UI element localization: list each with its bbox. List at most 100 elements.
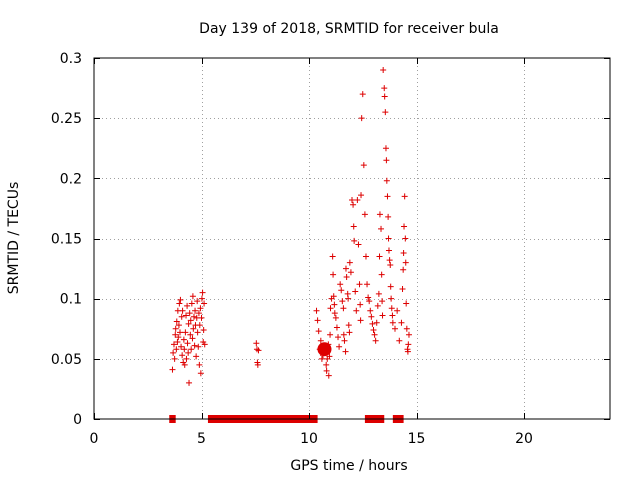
data-point — [172, 325, 179, 332]
data-point — [189, 335, 196, 342]
data-point — [331, 301, 338, 308]
data-point — [345, 322, 352, 329]
data-point — [374, 302, 381, 309]
data-point — [403, 300, 410, 307]
data-point — [186, 379, 193, 386]
data-point — [181, 346, 188, 353]
data-point — [365, 294, 372, 301]
data-point — [253, 346, 260, 353]
data-point — [360, 162, 367, 169]
data-point — [175, 322, 182, 329]
data-point — [373, 319, 380, 326]
data-point — [402, 235, 409, 242]
data-point — [326, 353, 333, 360]
data-point — [343, 274, 350, 281]
data-point — [335, 334, 342, 341]
data-point — [327, 305, 334, 312]
data-point — [187, 331, 194, 338]
data-point — [172, 331, 179, 338]
x-axis-label: GPS time / hours — [290, 458, 407, 474]
data-point — [338, 287, 345, 294]
data-point — [398, 319, 405, 326]
data-point — [190, 313, 197, 320]
data-point — [196, 322, 203, 329]
data-point — [354, 196, 361, 203]
data-point — [340, 305, 347, 312]
data-point — [340, 331, 347, 338]
data-point — [352, 288, 359, 295]
grid-lines — [94, 58, 610, 419]
data-point — [388, 305, 395, 312]
data-point — [336, 343, 343, 350]
data-point — [372, 337, 379, 344]
data-point — [351, 237, 358, 244]
data-point — [182, 329, 189, 336]
data-point — [176, 300, 183, 307]
plot-frame — [93, 57, 611, 420]
data-point — [392, 325, 398, 332]
data-point — [378, 271, 385, 278]
data-point — [362, 253, 369, 260]
y-tick-label: 0.3 — [60, 51, 82, 67]
data-point — [317, 337, 324, 344]
data-point — [173, 346, 180, 353]
data-point — [313, 307, 320, 314]
data-point — [364, 281, 371, 288]
data-point — [178, 313, 185, 320]
data-point — [384, 193, 391, 200]
data-point — [346, 259, 353, 266]
data-point — [382, 109, 389, 116]
data-point — [403, 325, 410, 332]
y-tick-label: 0 — [73, 412, 82, 428]
data-point — [355, 241, 362, 248]
data-point — [183, 355, 190, 362]
data-point — [183, 312, 190, 319]
data-point — [381, 85, 388, 92]
data-point — [192, 307, 199, 314]
data-point — [385, 247, 392, 254]
data-point — [195, 310, 202, 317]
data-point — [400, 266, 407, 273]
data-point — [254, 361, 261, 368]
data-point — [389, 312, 396, 319]
data-point — [401, 193, 408, 200]
data-point — [405, 331, 412, 338]
data-point — [358, 115, 365, 122]
data-point — [379, 298, 386, 305]
data-point — [347, 269, 354, 276]
data-point — [193, 353, 200, 360]
data-point — [368, 313, 375, 320]
data-point — [185, 320, 192, 327]
data-point — [381, 93, 388, 100]
y-axis-label: SRMTID / TECUs — [6, 182, 22, 295]
data-point — [174, 338, 181, 345]
data-point — [379, 312, 386, 319]
data-point — [325, 372, 332, 379]
y-tick-label: 0.1 — [60, 292, 82, 308]
data-point — [184, 340, 191, 347]
data-point — [371, 331, 378, 338]
data-point — [333, 324, 340, 331]
data-points — [169, 67, 412, 386]
data-point — [342, 348, 349, 355]
data-point — [330, 271, 337, 278]
data-point — [332, 314, 339, 321]
data-point — [339, 298, 346, 305]
x-tick-label: 10 — [300, 431, 318, 447]
data-point — [385, 235, 392, 242]
data-point — [387, 261, 394, 268]
data-point — [196, 361, 203, 368]
data-point — [187, 317, 194, 324]
data-point — [376, 211, 383, 218]
data-point — [186, 310, 193, 317]
data-point — [378, 225, 385, 232]
data-point — [361, 211, 368, 218]
data-point — [358, 192, 365, 199]
x-tick-label: 20 — [515, 431, 533, 447]
data-point — [399, 286, 406, 293]
data-point — [199, 289, 206, 296]
data-point — [198, 295, 205, 302]
data-point — [191, 342, 198, 349]
data-point — [402, 259, 409, 266]
